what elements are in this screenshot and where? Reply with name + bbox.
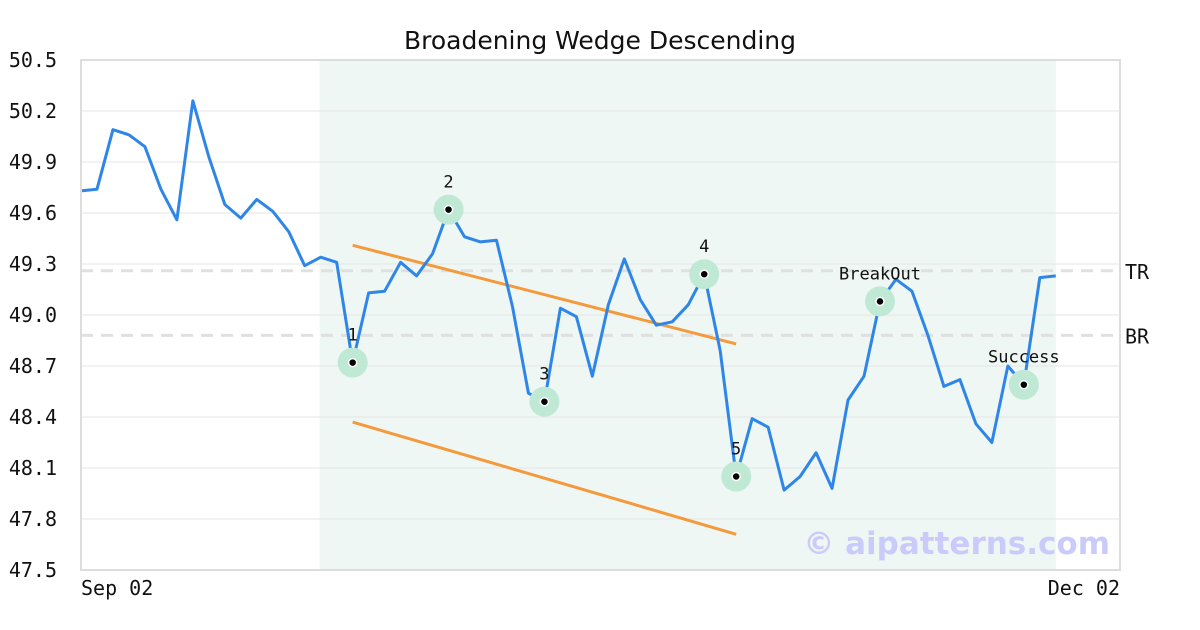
marker-label: BreakOut — [839, 264, 921, 284]
marker-label: 1 — [348, 326, 358, 346]
marker-point — [1019, 379, 1029, 390]
y-tick-label: 47.5 — [9, 558, 57, 582]
marker-point — [539, 396, 550, 407]
marker-label: 2 — [443, 173, 453, 193]
level-label-br: BR — [1125, 324, 1150, 348]
y-tick-label: 49.6 — [9, 201, 57, 225]
series-line-price — [80, 99, 1056, 492]
trend-line-lower — [352, 420, 737, 536]
plot-frame — [80, 59, 1121, 571]
y-tick-label: 48.7 — [9, 354, 57, 378]
x-tick-label: Sep 02 — [81, 576, 153, 600]
y-tick-label: 48.1 — [9, 456, 57, 480]
y-tick-label: 48.4 — [9, 405, 57, 429]
marker-point — [443, 204, 454, 215]
y-tick-label: 49.3 — [9, 252, 57, 276]
x-tick-label: Dec 02 — [1048, 576, 1120, 600]
marker-point — [699, 269, 709, 279]
marker-point — [875, 296, 885, 307]
marker-label: 3 — [539, 365, 549, 385]
level-label-tr: TR — [1125, 260, 1150, 284]
y-tick-label: 47.8 — [9, 507, 57, 531]
marker-label: 4 — [699, 237, 709, 257]
watermark: © aipatterns.com — [803, 526, 1110, 562]
marker-label: Success — [988, 348, 1060, 368]
y-tick-label: 49.0 — [9, 303, 57, 327]
marker-label: 5 — [731, 440, 741, 460]
y-tick-label: 49.9 — [9, 150, 57, 174]
trend-line-upper — [352, 243, 737, 346]
marker-point — [347, 357, 358, 368]
chart-title: Broadening Wedge Descending — [404, 26, 796, 55]
y-tick-label: 50.2 — [9, 99, 57, 123]
marker-point — [731, 471, 741, 482]
y-tick-label: 50.5 — [9, 48, 57, 72]
